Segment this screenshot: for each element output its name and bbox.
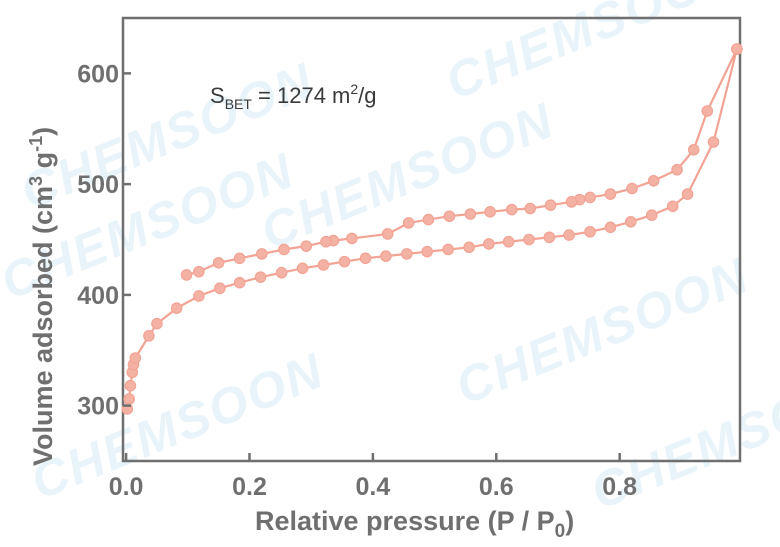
x-tick-label: 0.4 (356, 473, 391, 501)
watermark-text: CHEMSOON (438, 0, 747, 110)
adsorption-point (502, 235, 515, 248)
watermark-text: CHEMSOON (23, 342, 332, 510)
y-tick-label: 600 (77, 60, 119, 88)
adsorption-point (254, 271, 267, 283)
adsorption-point (523, 233, 535, 246)
adsorption-point (707, 136, 720, 148)
desorption-point (604, 188, 617, 200)
sbet-unit-tail: /g (358, 83, 376, 108)
desorption-point (565, 196, 578, 208)
adsorption-point (421, 245, 433, 258)
sbet-sub: BET (225, 96, 253, 112)
desorption-point (524, 202, 537, 215)
y-tick-label: 400 (77, 282, 119, 310)
adsorption-point (645, 209, 658, 221)
desorption-point (278, 243, 290, 256)
adsorption-point (143, 330, 155, 342)
desorption-point (671, 163, 683, 176)
adsorption-point (151, 317, 163, 330)
adsorption-point (317, 259, 330, 271)
sbet-sup: 2 (350, 81, 358, 97)
adsorption-point (214, 282, 226, 295)
desorption-point (422, 213, 435, 226)
x-axis-title-tail: ) (565, 506, 574, 536)
adsorption-point (584, 225, 596, 238)
adsorption-point (604, 221, 617, 234)
adsorption-point (359, 252, 372, 265)
desorption-point (687, 143, 700, 156)
sbet-s: S (210, 83, 225, 108)
series-layer (121, 43, 743, 415)
y-tick-label: 500 (77, 171, 119, 199)
y-axis-title-sup1: 3 (26, 176, 46, 186)
adsorption-point (123, 393, 135, 405)
adsorption-point (624, 215, 637, 228)
tick-layer: 0.0 0.2 0.4 0.6 0.8 300 400 500 600 (77, 60, 637, 501)
desorption-point (505, 203, 518, 216)
adsorption-point (401, 248, 413, 260)
desorption-point (256, 248, 268, 260)
adsorption-point (563, 229, 575, 241)
adsorption-point (681, 188, 694, 200)
plot-frame (121, 16, 742, 463)
adsorption-point (193, 290, 205, 302)
desorption-point (193, 265, 205, 278)
adsorption-point (124, 379, 137, 392)
y-axis-title-main: Volume adsorbed (cm (28, 186, 58, 466)
desorption-point (320, 235, 332, 248)
y-axis-title-sup2: -1 (26, 136, 46, 152)
adsorption-point (442, 243, 454, 256)
y-axis-title: Volume adsorbed (cm3 g-1) (26, 127, 58, 466)
desorption-point (402, 217, 415, 229)
desorption-point (484, 206, 496, 218)
x-tick-label: 0.6 (479, 473, 514, 501)
x-axis-title: Relative pressure (P / P0) (255, 506, 574, 542)
desorption-point (544, 199, 557, 211)
desorption-point (300, 240, 313, 252)
desorption-point (626, 182, 638, 195)
desorption-point (731, 43, 743, 55)
watermark-text: CHEMSOON (253, 92, 562, 260)
desorption-point (647, 175, 660, 187)
x-tick-label: 0.2 (232, 473, 267, 501)
desorption-point (212, 256, 225, 269)
adsorption-point (275, 266, 288, 279)
desorption-point (584, 191, 596, 204)
watermark-text: CHEMSOON (448, 247, 757, 415)
adsorption-point (463, 241, 475, 254)
x-axis-title-sub: 0 (555, 521, 566, 542)
desorption-point (233, 252, 246, 265)
desorption-point (381, 228, 394, 240)
desorption-point (443, 210, 456, 223)
desorption-point (464, 208, 477, 220)
x-tick-label: 0.0 (109, 473, 144, 501)
adsorption-point (170, 302, 183, 314)
desorption-point (701, 105, 714, 117)
adsorption-point (338, 255, 351, 268)
adsorption-point (129, 352, 142, 364)
y-axis-title-mid: g (28, 152, 58, 176)
x-axis-title-main: Relative pressure (P / P (255, 506, 555, 536)
adsorption-point (296, 262, 309, 275)
adsorption-point (483, 238, 495, 250)
adsorption-point (543, 231, 556, 244)
sbet-annotation: SBET = 1274 m2/g (210, 81, 377, 112)
adsorption-point (233, 276, 246, 289)
adsorption-point (666, 200, 679, 213)
y-tick-label: 300 (77, 393, 119, 421)
desorption-point (180, 269, 193, 281)
desorption-point (346, 232, 358, 245)
sbet-eq: = 1274 m (252, 83, 350, 108)
x-tick-label: 0.8 (602, 473, 637, 501)
adsorption-point (380, 250, 392, 262)
y-axis-title-tail: ) (28, 127, 58, 136)
